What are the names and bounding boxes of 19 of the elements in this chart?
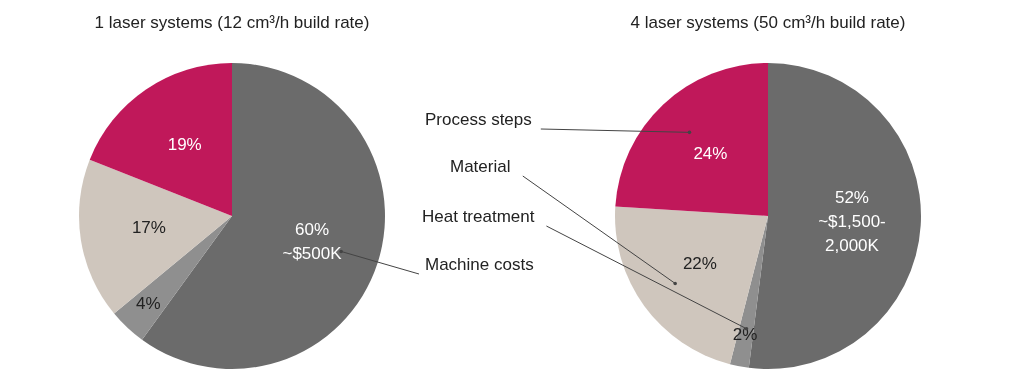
data-label: 19% xyxy=(167,135,202,155)
data-label: 24% xyxy=(693,144,728,164)
pie-slice xyxy=(615,206,768,365)
slice-label: Material xyxy=(450,157,511,176)
data-label: 4% xyxy=(135,294,161,314)
data-label: 17% xyxy=(131,218,166,238)
pie-slice xyxy=(615,63,768,216)
chart-title: 1 laser systems (12 cm³/h build rate) xyxy=(94,13,370,32)
slice-label: Machine costs xyxy=(425,255,534,274)
pie-slice xyxy=(114,216,232,340)
pie-slice xyxy=(79,159,232,314)
pie-slice xyxy=(89,63,232,216)
data-label: 22% xyxy=(682,254,717,274)
data-label: 52% ~$1,500- 2,000K xyxy=(818,188,886,256)
data-label: 60% ~$500K xyxy=(282,220,343,264)
chart-title: 4 laser systems (50 cm³/h build rate) xyxy=(630,13,906,32)
slice-label: Process steps xyxy=(425,110,532,129)
slice-label: Heat treatment xyxy=(422,207,535,226)
pie-slice xyxy=(729,216,768,368)
